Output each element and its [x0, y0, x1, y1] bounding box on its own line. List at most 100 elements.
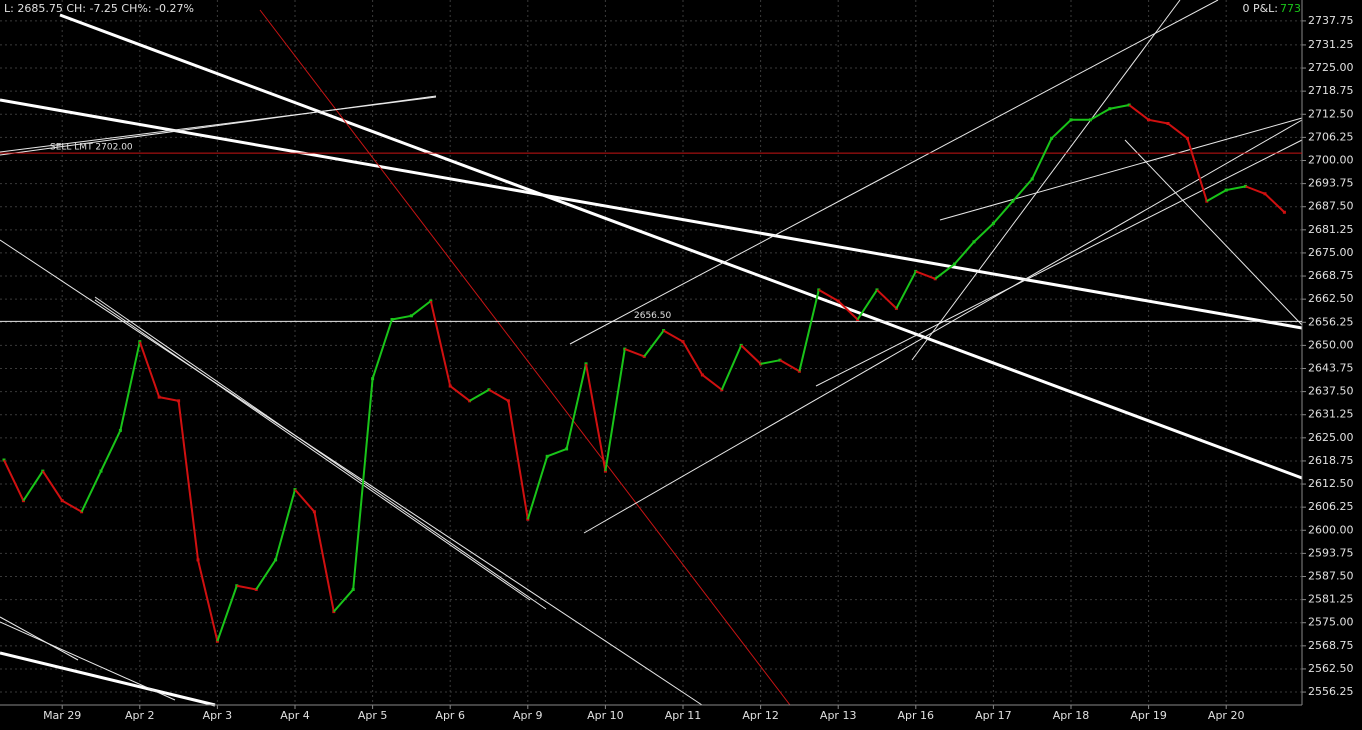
x-tick-label: Apr 9: [513, 709, 543, 722]
trend-line: [0, 95, 437, 156]
price-segment: [1012, 178, 1033, 202]
price-segment: [371, 319, 393, 379]
trend-line: [911, 0, 1181, 361]
price-segment: [798, 289, 820, 372]
price-segment: [159, 396, 179, 402]
price-segment: [876, 289, 898, 310]
y-tick-label: 2581.25: [1308, 593, 1354, 606]
pnl-value: 773: [1280, 2, 1301, 15]
price-segment: [643, 329, 665, 358]
price-segment: [294, 488, 316, 513]
price-segment: [391, 314, 412, 321]
price-point: [254, 587, 258, 591]
trend-line: [0, 621, 176, 701]
y-tick-label: 2643.75: [1308, 361, 1354, 374]
price-segment: [973, 222, 995, 243]
x-tick-label: Apr 5: [358, 709, 388, 722]
trend-lines: [0, 0, 1303, 707]
price-segment: [1206, 189, 1227, 203]
price-segment: [41, 470, 64, 502]
x-tick-label: Apr 10: [587, 709, 624, 722]
y-tick-label: 2568.75: [1308, 639, 1354, 652]
trend-line: [0, 616, 79, 661]
y-tick-label: 2562.50: [1308, 662, 1354, 675]
y-tick-label: 2687.50: [1308, 200, 1354, 213]
y-tick-label: 2612.50: [1308, 477, 1354, 490]
y-tick-label: 2731.25: [1308, 38, 1354, 51]
y-tick-label: 2681.25: [1308, 223, 1354, 236]
price-segment: [333, 588, 354, 613]
trend-line: [0, 651, 216, 707]
x-tick-label: Apr 19: [1130, 709, 1167, 722]
price-segment: [1245, 185, 1266, 195]
price-segment: [1148, 118, 1169, 125]
price-segment: [1050, 119, 1072, 140]
price-segment: [177, 400, 199, 560]
x-tick-label: Apr 11: [665, 709, 702, 722]
x-tick-label: Apr 17: [975, 709, 1012, 722]
trend-line: [583, 119, 1303, 534]
trend-line: [939, 117, 1303, 221]
y-tick-label: 2668.75: [1308, 269, 1354, 282]
price-segment: [1089, 107, 1111, 121]
x-tick-label: Apr 20: [1208, 709, 1245, 722]
trend-line: [0, 98, 1303, 330]
y-tick-label: 2706.25: [1308, 130, 1354, 143]
price-segment: [720, 344, 743, 391]
y-tick-label: 2650.00: [1308, 338, 1354, 351]
y-tick-label: 2737.75: [1308, 14, 1354, 27]
price-segment: [856, 289, 878, 321]
price-segment: [3, 459, 25, 502]
trend-line: [815, 139, 1303, 387]
y-tick-label: 2606.25: [1308, 500, 1354, 513]
price-segment: [313, 511, 335, 612]
y-tick-label: 2675.00: [1308, 246, 1354, 259]
x-tick-label: Apr 12: [742, 709, 779, 722]
price-segment: [488, 388, 509, 402]
y-tick-label: 2725.00: [1308, 61, 1354, 74]
y-tick-label: 2593.75: [1308, 546, 1354, 559]
price-segment: [546, 447, 567, 458]
price-point: [80, 510, 84, 514]
price-segment: [740, 344, 762, 365]
price-segment: [526, 456, 549, 520]
price-segment: [429, 300, 452, 387]
price-segment: [119, 341, 141, 431]
price-segment: [779, 359, 800, 373]
price-segment: [80, 470, 102, 513]
price-segment: [1226, 185, 1246, 192]
price-segment: [274, 489, 296, 561]
price-segment: [895, 270, 917, 309]
price-segment: [410, 300, 432, 317]
trend-line: [259, 9, 791, 706]
pnl-label: 0 P&L:: [1242, 2, 1278, 15]
y-tick-label: 2600.00: [1308, 523, 1354, 536]
y-tick-label: 2662.50: [1308, 292, 1354, 305]
price-segment: [22, 470, 44, 502]
price-segment: [255, 559, 277, 590]
price-segment: [216, 585, 238, 642]
price-segment: [992, 200, 1014, 225]
price-segment: [100, 430, 122, 472]
price-segment: [585, 363, 607, 472]
trend-line: [94, 299, 531, 601]
price-segment: [760, 359, 781, 365]
trend-line: [569, 0, 1219, 345]
price-segment: [352, 378, 374, 590]
x-tick-label: Mar 29: [43, 709, 81, 722]
price-segment: [1264, 193, 1286, 213]
quote-info: L: 2685.75 CH: -7.25 CH%: -0.27%: [4, 2, 194, 15]
price-segment: [1109, 104, 1130, 110]
y-tick-label: 2556.25: [1308, 685, 1354, 698]
price-segment: [197, 559, 219, 642]
y-tick-label: 2625.00: [1308, 431, 1354, 444]
x-tick-label: Apr 16: [898, 709, 935, 722]
y-tick-label: 2656.25: [1308, 315, 1354, 328]
price-segment: [565, 363, 587, 450]
price-segment: [915, 270, 936, 280]
trend-line: [94, 296, 547, 610]
y-tick-label: 2700.00: [1308, 153, 1354, 166]
price-segment: [236, 584, 257, 591]
price-segment: [934, 263, 956, 280]
